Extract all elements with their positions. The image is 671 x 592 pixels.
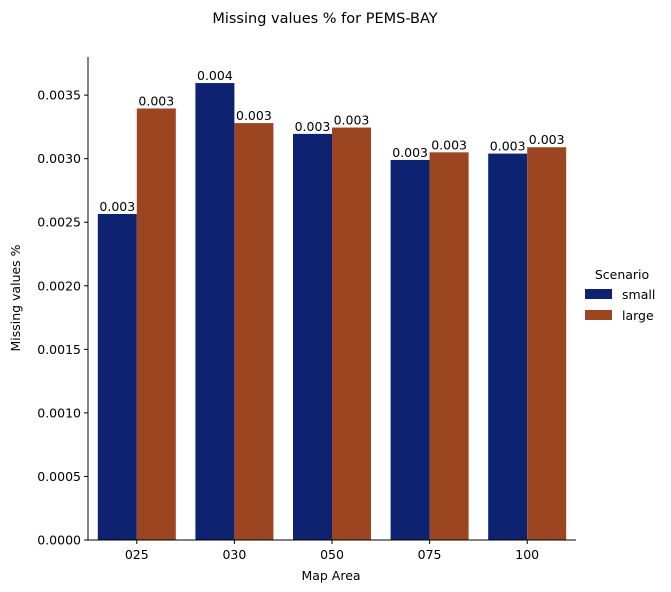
y-tick-label: 0.0005: [37, 469, 81, 484]
x-tick-label: 075: [418, 547, 442, 562]
x-axis: 025 030 050 075 100: [125, 540, 539, 562]
bar-label-small-050: 0.003: [295, 119, 331, 134]
bar-large-100: [527, 147, 567, 540]
y-axis-label: Missing values %: [8, 244, 23, 351]
bar-label-small-100: 0.003: [490, 139, 526, 154]
y-tick-label: 0.0000: [37, 533, 81, 548]
y-tick-label: 0.0020: [37, 278, 81, 293]
x-tick-label: 025: [125, 547, 149, 562]
bar-small-100: [488, 153, 528, 540]
bar-large-030: [234, 123, 274, 541]
bar-label-large-025: 0.003: [138, 93, 174, 108]
bar-label-small-025: 0.003: [99, 199, 135, 214]
y-tick-label: 0.0035: [37, 88, 81, 103]
legend-label-small: small: [622, 287, 655, 302]
y-tick-label: 0.0030: [37, 151, 81, 166]
y-tick-label: 0.0015: [37, 342, 81, 357]
y-axis: 0.0000 0.0005 0.0010 0.0015 0.0020 0.0025 0.00…: [37, 88, 88, 548]
x-axis-label: Map Area: [301, 568, 360, 583]
bar-large-075: [429, 152, 469, 540]
bar-label-large-050: 0.003: [334, 113, 370, 128]
bar-label-large-100: 0.003: [529, 132, 565, 147]
chart-title: Missing values % for PEMS-BAY: [212, 11, 437, 27]
bar-large-050: [332, 127, 371, 540]
bar-small-025: [97, 213, 137, 540]
bar-label-large-030: 0.003: [236, 108, 272, 123]
bar-label-small-075: 0.003: [392, 145, 428, 160]
y-tick-label: 0.0010: [37, 405, 81, 420]
legend-swatch-small: [585, 289, 612, 299]
bar-small-050: [293, 133, 332, 540]
legend: Scenario small large: [585, 267, 655, 323]
x-tick-label: 030: [222, 547, 246, 562]
bar-label-small-030: 0.004: [197, 68, 233, 83]
bars: [97, 83, 567, 541]
legend-swatch-large: [585, 310, 612, 320]
legend-label-large: large: [622, 308, 654, 323]
y-tick-label: 0.0025: [37, 215, 81, 230]
x-tick-label: 100: [515, 547, 539, 562]
bar-label-large-075: 0.003: [431, 137, 467, 152]
x-tick-label: 050: [320, 547, 344, 562]
bar-small-075: [390, 159, 430, 540]
bar-small-030: [195, 83, 235, 540]
bar-large-025: [136, 108, 176, 540]
legend-title: Scenario: [595, 267, 649, 282]
